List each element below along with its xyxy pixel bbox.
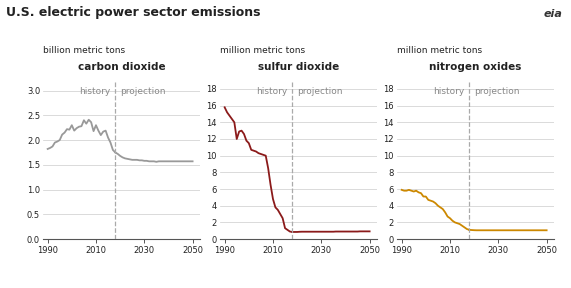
Text: nitrogen oxides: nitrogen oxides [429, 62, 521, 72]
Text: million metric tons: million metric tons [220, 46, 305, 55]
Text: projection: projection [297, 87, 343, 96]
Text: million metric tons: million metric tons [397, 46, 482, 55]
Text: history: history [79, 87, 111, 96]
Text: eia: eia [544, 9, 562, 19]
Text: carbon dioxide: carbon dioxide [78, 62, 165, 72]
Text: billion metric tons: billion metric tons [43, 46, 125, 55]
Text: projection: projection [474, 87, 520, 96]
Text: U.S. electric power sector emissions: U.S. electric power sector emissions [6, 6, 260, 19]
Text: sulfur dioxide: sulfur dioxide [258, 62, 339, 72]
Text: history: history [433, 87, 465, 96]
Text: history: history [256, 87, 288, 96]
Text: projection: projection [120, 87, 166, 96]
